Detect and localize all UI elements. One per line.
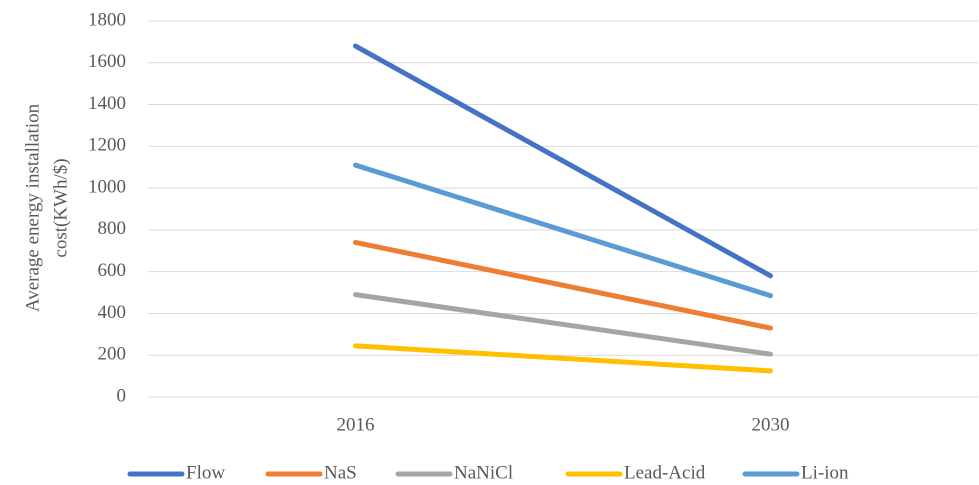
series-line [353,162,773,299]
x-tick-label: 2030 [752,414,790,435]
y-tick-label: 0 [117,385,127,406]
y-axis-label: Average energy installation cost(KWh/$) [22,103,71,312]
series-line [353,239,773,331]
y-tick-label: 1800 [88,9,126,30]
legend-label: Lead-Acid [624,462,706,483]
legend-label: NaNiCl [454,462,513,483]
legend-label: Li-ion [801,462,849,483]
y-tick-label: 200 [98,344,127,365]
legend-label: Flow [186,462,225,483]
y-tick-label: 1200 [88,135,126,156]
series-line [353,43,773,279]
legend-label: NaS [324,462,357,483]
y-tick-label: 1400 [88,93,126,114]
series-line [353,343,773,374]
y-tick-label: 1000 [88,176,126,197]
y-axis-label-line: cost(KWh/$) [50,158,71,257]
series-line [353,292,773,357]
y-axis-label-line: Average energy installation [22,103,43,312]
y-tick-label: 800 [98,218,127,239]
y-tick-label: 400 [98,302,127,323]
x-tick-label: 2016 [337,414,375,435]
y-tick-label: 600 [98,260,127,281]
y-tick-label: 1600 [88,51,126,72]
